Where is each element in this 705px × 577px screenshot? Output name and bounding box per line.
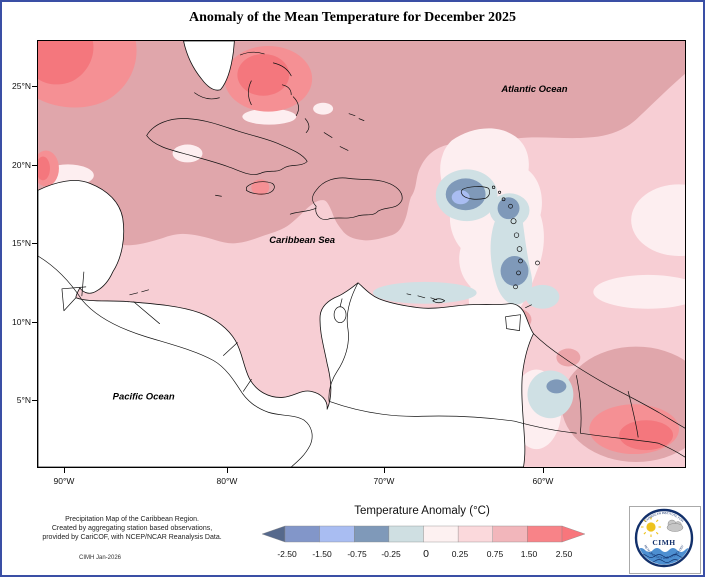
margarita-outline: [432, 298, 446, 304]
trinidad-outline: [505, 314, 521, 331]
cb-tick: 0.75: [486, 549, 504, 559]
cb-tick: -1.50: [312, 549, 332, 559]
coastlines: [38, 51, 685, 467]
anomaly-map-svg: Atlantic Ocean Caribbean Sea Pacific Oce…: [38, 41, 685, 467]
lat-tick: [32, 322, 37, 323]
lon-label-80w: 80°W: [216, 476, 238, 486]
pacific-ocean-label: Pacific Ocean: [113, 391, 175, 402]
maracaibo-inlet: [339, 298, 343, 308]
lat-tick: [32, 86, 37, 87]
hispaniola-outline: [312, 177, 403, 220]
cayman-islands: [215, 194, 222, 197]
cb-tick: 2.50: [555, 549, 573, 559]
cuba-outline: [146, 118, 308, 175]
cb-tick: 0: [423, 548, 429, 560]
cimh-logo: CIMH CARIBBEAN INSTITUTE FOR METEOROLOGY…: [629, 506, 701, 574]
florida-keys: [194, 92, 220, 100]
mainland-landmass: [38, 180, 534, 467]
credits-block: Precipitation Map of the Caribbean Regio…: [20, 515, 244, 542]
lat-tick: [32, 165, 37, 166]
lon-tick: [543, 468, 544, 473]
florida-landmass: [183, 41, 235, 91]
lat-label-20n: 20°N: [12, 160, 31, 170]
credit-line: Created by aggregating station based obs…: [51, 525, 213, 532]
bahamas-islands: [240, 51, 365, 151]
sun-icon: [641, 517, 661, 537]
anomaly-map: Atlantic Ocean Caribbean Sea Pacific Oce…: [37, 40, 686, 468]
credit-line: Precipitation Map of the Caribbean Regio…: [65, 516, 199, 523]
lat-label-15n: 15°N: [12, 238, 31, 248]
lat-label-25n: 25°N: [12, 81, 31, 91]
land-mask: [38, 41, 534, 467]
guianas-coastline: [533, 333, 685, 429]
cb-tick: 1.50: [520, 549, 538, 559]
colorbar: [261, 525, 586, 543]
anomaly-band-neg150-neg075: [451, 190, 470, 205]
tobago-outline: [525, 304, 532, 309]
colorbar-title: Temperature Anomaly (°C): [354, 505, 490, 517]
credit-line: provided by CariCOF, with NCEP/NCAR Rean…: [42, 534, 222, 541]
lon-label-70w: 70°W: [373, 476, 395, 486]
south-america-borders: [328, 282, 685, 458]
cb-tick: -0.75: [347, 549, 367, 559]
bay-islands: [129, 289, 150, 296]
anomaly-band-gt-250: [38, 41, 674, 451]
cb-tick: 0.25: [451, 549, 469, 559]
lon-label-60w: 60°W: [532, 476, 554, 486]
lat-label-10n: 10°N: [12, 317, 31, 327]
jamaica-outline: [246, 181, 275, 195]
colorbar-segments: [284, 525, 563, 543]
colorbar-right-arrow: [561, 525, 586, 543]
lon-tick: [384, 468, 385, 473]
lat-tick: [32, 243, 37, 244]
logo-acronym: CIMH: [652, 538, 675, 547]
atlantic-ocean-label: Atlantic Ocean: [500, 84, 567, 95]
lon-label-90w: 90°W: [53, 476, 75, 486]
puerto-rico-outline: [460, 186, 490, 200]
cimh-logo-svg: CIMH CARIBBEAN INSTITUTE FOR METEOROLOGY…: [634, 508, 694, 568]
issue-stamp: CIMH Jan-2026: [78, 555, 122, 561]
lat-tick: [32, 400, 37, 401]
caribbean-sea-label: Caribbean Sea: [269, 235, 335, 246]
lon-tick: [64, 468, 65, 473]
lesser-antilles-islands: [491, 185, 540, 290]
haiti-peninsula: [289, 207, 317, 215]
cloud-icon: [666, 519, 684, 532]
cb-tick: -0.25: [381, 549, 401, 559]
abc-islands: [406, 293, 438, 301]
page-title: Anomaly of the Mean Temperature for Dece…: [189, 10, 516, 25]
central-america-borders: [61, 271, 252, 392]
colorbar-left-arrow: [261, 525, 286, 543]
cb-tick: -2.50: [277, 549, 297, 559]
lat-label-5n: 5°N: [16, 395, 31, 405]
lon-tick: [227, 468, 228, 473]
pacific-coastline: [38, 255, 313, 467]
